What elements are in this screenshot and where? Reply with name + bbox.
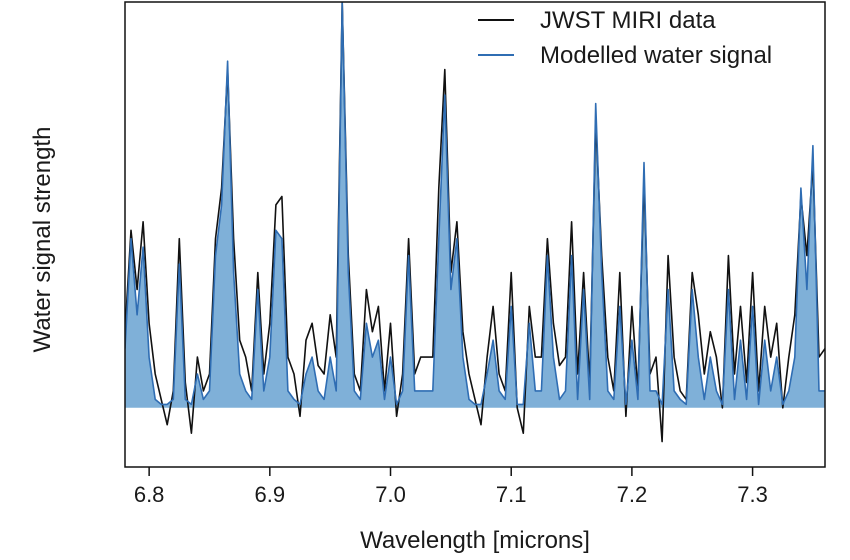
x-tick-label: 7.1	[496, 482, 527, 507]
jwst-miri-data-line	[125, 2, 825, 443]
legend-label: Modelled water signal	[540, 42, 772, 69]
x-tick-label: 7.3	[737, 482, 768, 507]
plot-frame	[124, 1, 826, 468]
axes-layer: 6.8 6.9 7.0 7.1 7.2 7.3 Wavelength [microns] Wa…	[29, 1, 826, 554]
x-axis-label: Wavelength [microns]	[360, 527, 590, 554]
x-tick-label: 7.2	[617, 482, 648, 507]
legend: JWST MIRI data Modelled water signal	[478, 7, 772, 69]
model-signal-fill	[125, 2, 825, 408]
x-tick-label: 7.0	[375, 482, 406, 507]
plot-area	[125, 2, 825, 443]
modelled-water-signal-line	[125, 2, 825, 406]
x-tick-label: 6.8	[134, 482, 165, 507]
legend-label: JWST MIRI data	[540, 7, 716, 34]
y-axis-label: Water signal strength	[29, 127, 56, 353]
x-tick-label: 6.9	[255, 482, 286, 507]
plot-layer	[125, 2, 825, 443]
